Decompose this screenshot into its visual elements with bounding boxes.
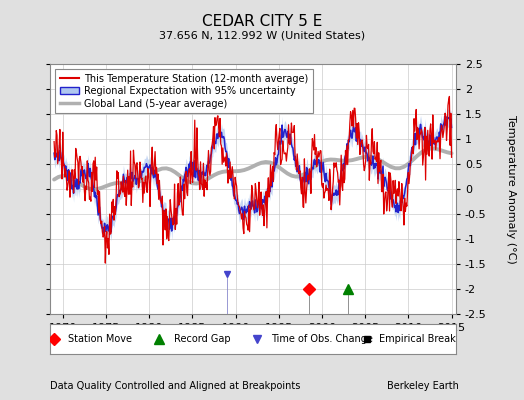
Text: Record Gap: Record Gap (173, 334, 230, 344)
Y-axis label: Temperature Anomaly (°C): Temperature Anomaly (°C) (506, 115, 516, 263)
Text: Empirical Break: Empirical Break (379, 334, 455, 344)
Text: Time of Obs. Change: Time of Obs. Change (271, 334, 373, 344)
Text: 37.656 N, 112.992 W (United States): 37.656 N, 112.992 W (United States) (159, 30, 365, 40)
Text: CEDAR CITY 5 E: CEDAR CITY 5 E (202, 14, 322, 29)
Legend: This Temperature Station (12-month average), Regional Expectation with 95% uncer: This Temperature Station (12-month avera… (54, 69, 313, 114)
Text: Berkeley Earth: Berkeley Earth (387, 381, 458, 391)
Text: Data Quality Controlled and Aligned at Breakpoints: Data Quality Controlled and Aligned at B… (50, 381, 300, 391)
Text: Station Move: Station Move (68, 334, 132, 344)
